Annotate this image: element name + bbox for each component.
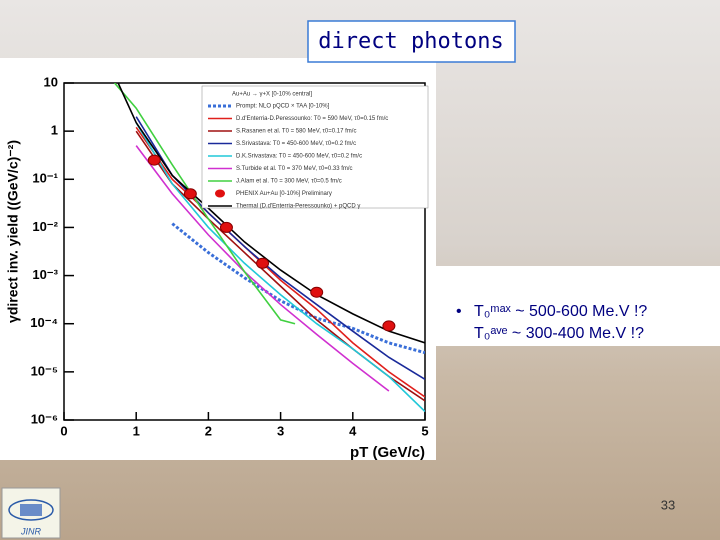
x-tick-label: 4 bbox=[349, 423, 357, 438]
y-tick-label: 10⁻⁵ bbox=[31, 363, 58, 378]
x-tick-label: 2 bbox=[205, 423, 212, 438]
legend-label: Prompt: NLO pQCD × TAA [0-10%] bbox=[236, 104, 330, 110]
data-point bbox=[219, 221, 233, 233]
bullet-box bbox=[436, 266, 720, 346]
legend-label: PHENIX Au+Au [0-10%] Preliminary bbox=[236, 191, 332, 197]
y-tick-label: 10⁻³ bbox=[32, 267, 58, 282]
legend-label: J.Alam et al. T0 = 300 MeV, τ0=0.5 fm/c bbox=[236, 179, 342, 185]
title-box bbox=[307, 20, 516, 63]
legend-box bbox=[201, 85, 429, 209]
curve bbox=[117, 83, 425, 344]
logo-ring bbox=[8, 499, 54, 521]
x-axis-label: pT (GeV/c) bbox=[350, 444, 425, 461]
y-axis-label: γdirect inv. yield ((GeV/c)⁻²) bbox=[5, 140, 21, 323]
bullet-line: T₀ᵐᵃˣ ~ 500-600 Me.V !? bbox=[474, 303, 647, 320]
plot-frame bbox=[63, 82, 426, 421]
y-tick-label: 1 bbox=[51, 123, 58, 138]
x-tick-label: 0 bbox=[60, 423, 67, 438]
legend-swatch bbox=[215, 189, 225, 198]
legend-title: Au+Au → γ+X [0-10% central] bbox=[232, 92, 312, 98]
x-tick-label: 5 bbox=[421, 423, 428, 438]
y-tick-label: 10⁻¹ bbox=[32, 171, 58, 186]
curve bbox=[113, 83, 296, 325]
curve bbox=[135, 145, 390, 392]
data-point bbox=[147, 154, 161, 166]
legend-label: D.d'Enterria-D.Peressounko: T0 = 590 MeV… bbox=[236, 116, 388, 122]
bullet-marker: • bbox=[456, 303, 462, 320]
curve bbox=[135, 116, 425, 380]
legend-label: D.K.Srivastava: T0 = 450-600 MeV, τ0=0.2… bbox=[236, 154, 362, 160]
logo-building bbox=[20, 504, 42, 516]
logo-label: JINR bbox=[20, 526, 42, 536]
legend-label: S.Turbide et al. T0 = 370 MeV, τ0=0.33 f… bbox=[236, 166, 353, 172]
y-tick-label: 10⁻⁴ bbox=[30, 315, 58, 330]
y-tick-label: 10⁻² bbox=[32, 219, 58, 234]
x-tick-label: 1 bbox=[133, 423, 140, 438]
slide-title: direct photons bbox=[318, 29, 503, 54]
curve bbox=[135, 122, 425, 413]
legend-label: S.Srivastava: T0 = 450-600 MeV, τ0=0.2 f… bbox=[236, 141, 356, 147]
data-point bbox=[183, 188, 197, 200]
data-point bbox=[382, 320, 396, 332]
legend-label: S.Rasanen et al. T0 = 580 MeV, τ0=0.17 f… bbox=[236, 129, 356, 135]
y-tick-label: 10⁻⁶ bbox=[31, 411, 58, 426]
page-number: 33 bbox=[661, 497, 675, 512]
legend-label: Thermal (D.d'Enterria-Peressounko) + pQC… bbox=[236, 204, 360, 210]
data-point bbox=[310, 286, 324, 298]
curve bbox=[135, 126, 425, 398]
y-tick-label: 10 bbox=[44, 74, 58, 89]
bullet-line: T₀ᵃᵛᵉ ~ 300-400 Me.V !? bbox=[474, 325, 644, 342]
data-point bbox=[256, 257, 270, 269]
x-tick-label: 3 bbox=[277, 423, 284, 438]
